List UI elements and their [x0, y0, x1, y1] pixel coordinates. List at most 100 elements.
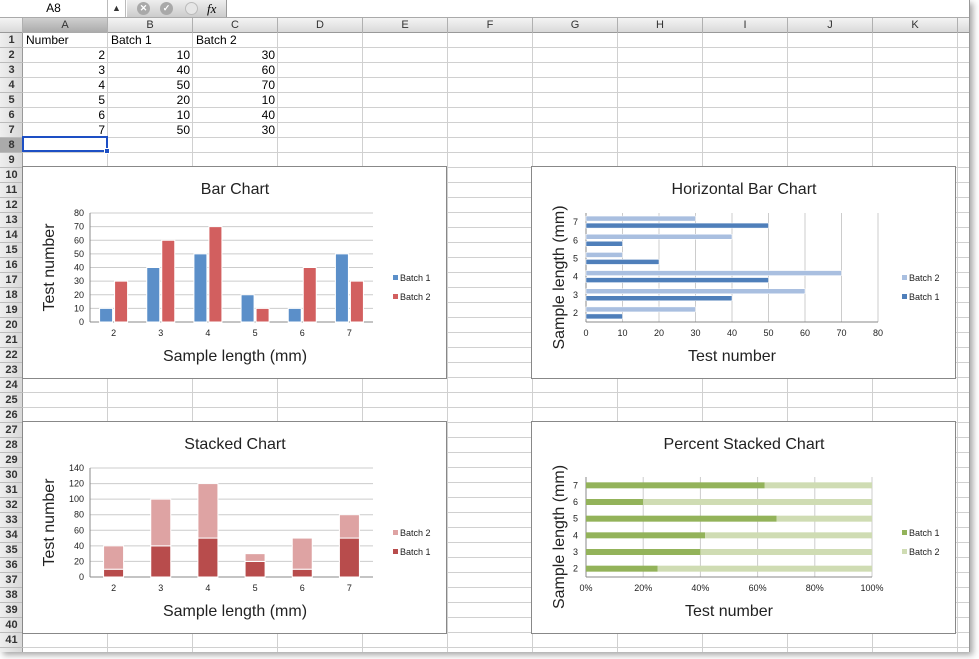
row-header-12[interactable]: 12: [0, 198, 23, 213]
select-all-corner[interactable]: [0, 18, 23, 33]
row-header-27[interactable]: 27: [0, 423, 23, 438]
row-header-21[interactable]: 21: [0, 333, 23, 348]
cell-B4[interactable]: 50: [176, 78, 190, 92]
bar-batch-1: [585, 295, 733, 301]
row-header-5[interactable]: 5: [0, 93, 23, 108]
cell-C4[interactable]: 70: [261, 78, 275, 92]
row-header-28[interactable]: 28: [0, 438, 23, 453]
row-header-34[interactable]: 34: [0, 528, 23, 543]
cell-C1[interactable]: Batch 2: [196, 33, 237, 47]
column-header-E[interactable]: E: [363, 18, 448, 33]
cell-C5[interactable]: 10: [261, 93, 275, 107]
row-header-8[interactable]: 8: [0, 138, 23, 153]
column-header-G[interactable]: G: [533, 18, 618, 33]
cell-A4[interactable]: 4: [98, 78, 105, 92]
confirm-icon[interactable]: ✓: [160, 2, 173, 15]
bar-batch-2: [244, 553, 266, 562]
cell-A3[interactable]: 3: [98, 63, 105, 77]
bar-chart[interactable]: Bar Chart Sample length (mm) Test number 0 1…: [22, 166, 447, 379]
cell-A2[interactable]: 2: [98, 48, 105, 62]
column-header-B[interactable]: B: [108, 18, 193, 33]
column-header-J[interactable]: J: [788, 18, 873, 33]
x-tick-label: 0%: [579, 583, 592, 593]
cell-B3[interactable]: 40: [176, 63, 190, 77]
row-header-13[interactable]: 13: [0, 213, 23, 228]
cell-A1[interactable]: Number: [26, 33, 69, 47]
row-header-37[interactable]: 37: [0, 573, 23, 588]
column-header-F[interactable]: F: [448, 18, 533, 33]
x-tick-label: 20: [654, 328, 664, 338]
row-header-23[interactable]: 23: [0, 363, 23, 378]
row-header-39[interactable]: 39: [0, 603, 23, 618]
column-header-C[interactable]: C: [193, 18, 278, 33]
fx-icon[interactable]: fx: [207, 1, 217, 16]
row-header-29[interactable]: 29: [0, 453, 23, 468]
row-header-41[interactable]: 41: [0, 633, 23, 648]
row-header-33[interactable]: 33: [0, 513, 23, 528]
row-header-9[interactable]: 9: [0, 153, 23, 168]
y-tick-label: 2: [573, 564, 578, 574]
row-header-40[interactable]: 40: [0, 618, 23, 633]
row-header-26[interactable]: 26: [0, 408, 23, 423]
fill-handle[interactable]: [104, 148, 110, 154]
row-header-2[interactable]: 2: [0, 48, 23, 63]
column-header-K[interactable]: K: [873, 18, 958, 33]
row-header-6[interactable]: 6: [0, 108, 23, 123]
row-header-17[interactable]: 17: [0, 273, 23, 288]
row-header-1[interactable]: 1: [0, 33, 23, 48]
selected-cell[interactable]: [22, 136, 108, 152]
row-header-36[interactable]: 36: [0, 558, 23, 573]
cancel-icon[interactable]: ✕: [137, 2, 150, 15]
row-header-10[interactable]: 10: [0, 168, 23, 183]
row-header-4[interactable]: 4: [0, 78, 23, 93]
x-tick-label: 4: [205, 583, 210, 593]
column-header-I[interactable]: I: [703, 18, 788, 33]
row-header-18[interactable]: 18: [0, 288, 23, 303]
cell-B2[interactable]: 10: [176, 48, 190, 62]
bar-batch-2: [585, 215, 696, 222]
row-header-16[interactable]: 16: [0, 258, 23, 273]
up-down-arrows-icon[interactable]: ▲: [108, 0, 126, 17]
row-header-30[interactable]: 30: [0, 468, 23, 483]
row-header-24[interactable]: 24: [0, 378, 23, 393]
formula-input[interactable]: [228, 0, 968, 17]
row-headers: 1 2 3 4 5 6 7 8 9 10 11 12 13 14 15 16 17 18 19 20 21 22 23 24 2…: [0, 33, 23, 652]
row-header-31[interactable]: 31: [0, 483, 23, 498]
y-tick-label: 3: [573, 290, 578, 300]
cell-C3[interactable]: 60: [261, 63, 275, 77]
column-header-D[interactable]: D: [278, 18, 363, 33]
percent-stacked-chart[interactable]: Percent Stacked Chart Test number Sample l…: [531, 421, 956, 634]
row-header-35[interactable]: 35: [0, 543, 23, 558]
row-header-19[interactable]: 19: [0, 303, 23, 318]
row-header-32[interactable]: 32: [0, 498, 23, 513]
y-axis-label: Test number: [41, 223, 58, 312]
name-box[interactable]: A8: [0, 0, 108, 17]
row-header-3[interactable]: 3: [0, 63, 23, 78]
row-header-11[interactable]: 11: [0, 183, 23, 198]
column-header-A[interactable]: A: [23, 18, 108, 33]
row-header-20[interactable]: 20: [0, 318, 23, 333]
column-header-H[interactable]: H: [618, 18, 703, 33]
cell-C2[interactable]: 30: [261, 48, 275, 62]
cell-A7[interactable]: 7: [98, 123, 105, 137]
cell-B7[interactable]: 50: [176, 123, 190, 137]
horizontal-bar-chart[interactable]: Horizontal Bar Chart Test number Sample le…: [531, 166, 956, 379]
bar-batch-2: [103, 545, 125, 570]
function-wizard-icon[interactable]: [185, 2, 198, 15]
row-header-15[interactable]: 15: [0, 243, 23, 258]
row-header-7[interactable]: 7: [0, 123, 23, 138]
row-header-22[interactable]: 22: [0, 348, 23, 363]
cell-C7[interactable]: 30: [261, 123, 275, 137]
chart-title: Stacked Chart: [184, 436, 286, 453]
cell-B6[interactable]: 10: [176, 108, 190, 122]
y-tick-label: 6: [573, 497, 578, 507]
cell-B5[interactable]: 20: [176, 93, 190, 107]
row-header-38[interactable]: 38: [0, 588, 23, 603]
row-header-25[interactable]: 25: [0, 393, 23, 408]
cell-A5[interactable]: 5: [98, 93, 105, 107]
cell-A6[interactable]: 6: [98, 108, 105, 122]
cell-C6[interactable]: 40: [261, 108, 275, 122]
stacked-chart[interactable]: Stacked Chart Sample length (mm) Test numb…: [22, 421, 447, 634]
row-header-14[interactable]: 14: [0, 228, 23, 243]
cell-B1[interactable]: Batch 1: [111, 33, 152, 47]
